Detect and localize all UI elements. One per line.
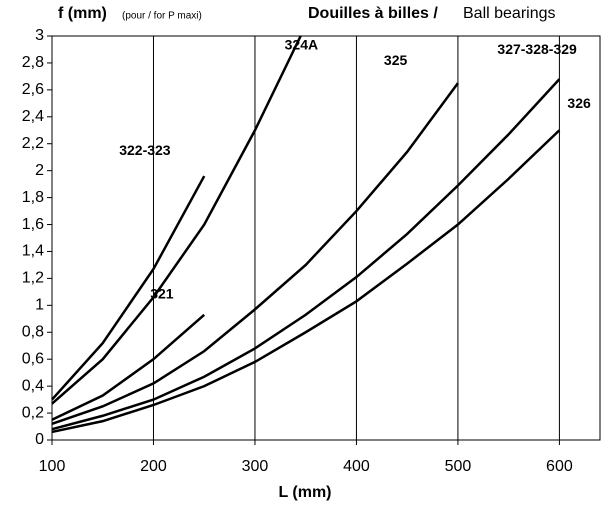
line-series [51, 35, 302, 405]
x-tick-label: 100 [39, 458, 66, 475]
y-tick-label: 1,2 [22, 270, 44, 287]
y-tick-label: 1,8 [22, 189, 44, 206]
series-label: 327-328-329 [497, 41, 577, 57]
line-series [51, 175, 206, 401]
y-tick-label: 1 [35, 297, 44, 314]
y-tick-label: 0,8 [22, 323, 44, 340]
y-tick-label: 0,6 [22, 350, 44, 367]
y-tick-label: 0,4 [22, 377, 44, 394]
plot-frame [51, 35, 601, 441]
y-tick-label: 3 [35, 27, 44, 44]
series-label: 324A [285, 37, 318, 53]
y-tick-label: 1,4 [22, 243, 44, 260]
series-label: 326 [567, 95, 591, 111]
series-label: 322-323 [119, 142, 171, 158]
line-series [51, 313, 206, 421]
y-tick-label: 2 [35, 162, 44, 179]
chart-title: Douilles à billes / [308, 5, 438, 22]
series-label: 325 [384, 52, 408, 68]
y-axis-note: (pour / for P maxi) [122, 11, 202, 22]
chart-subtitle: Ball bearings [463, 5, 556, 22]
y-axis-label: f (mm) [58, 5, 107, 22]
y-tick-label: 2,2 [22, 135, 44, 152]
x-tick-label: 300 [242, 458, 269, 475]
line-series [51, 82, 459, 426]
series-label: 321 [150, 285, 174, 301]
x-tick-label: 500 [445, 458, 472, 475]
y-tick-label: 2,6 [22, 81, 44, 98]
x-tick-label: 200 [140, 458, 167, 475]
x-tick-label: 600 [546, 458, 573, 475]
line-series [51, 78, 561, 431]
y-tick-label: 0,2 [22, 404, 44, 421]
y-tick-label: 1,6 [22, 216, 44, 233]
x-tick-label: 400 [343, 458, 370, 475]
line-series [51, 129, 561, 434]
y-tick-label: 2,4 [22, 108, 44, 125]
x-axis-label: L (mm) [278, 484, 331, 501]
y-tick-label: 2,8 [22, 54, 44, 71]
y-tick-label: 0 [35, 431, 44, 448]
